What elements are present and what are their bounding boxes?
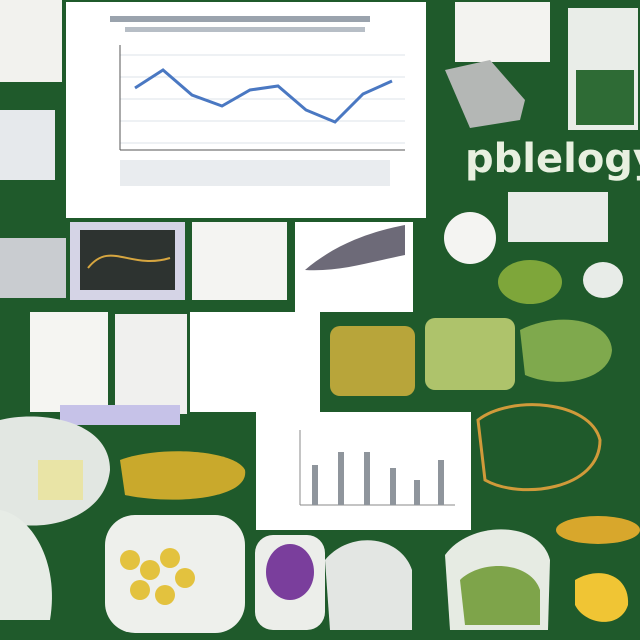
bar — [338, 452, 344, 505]
paper — [192, 222, 287, 300]
bar — [414, 480, 420, 505]
seed — [575, 573, 629, 622]
bar — [438, 460, 444, 505]
circle-diagram — [444, 212, 496, 264]
cell — [130, 580, 150, 600]
title-bar — [110, 16, 370, 22]
sketch — [0, 110, 55, 180]
leaf-drawing — [325, 540, 412, 630]
leaf-fill — [460, 566, 540, 625]
sketch — [0, 238, 66, 298]
device-screen — [576, 70, 634, 125]
leaf-shape — [498, 260, 562, 304]
cell — [160, 548, 180, 568]
flower — [583, 262, 623, 298]
leaf-drawing — [0, 510, 52, 620]
plot-shape — [305, 225, 405, 271]
curve — [87, 254, 171, 269]
paper — [455, 2, 550, 62]
leaf-shape — [520, 319, 612, 382]
text-panel — [508, 192, 608, 242]
line-chart-card — [66, 2, 426, 218]
organ-shape — [120, 451, 246, 500]
bar — [364, 452, 370, 505]
card — [256, 412, 471, 530]
paper — [30, 312, 108, 412]
cell-shape — [330, 326, 415, 396]
cell-diagram — [105, 515, 245, 633]
cell-shape — [425, 318, 515, 390]
fossil — [445, 60, 525, 128]
cell — [120, 550, 140, 570]
line-drawing — [476, 403, 602, 492]
heading: pblelogy — [465, 136, 640, 182]
cell-cluster — [120, 548, 195, 605]
paper — [0, 0, 62, 82]
paper — [115, 314, 187, 414]
table-card — [190, 312, 320, 412]
bar — [390, 468, 396, 505]
line — [134, 68, 393, 124]
paper-band — [60, 405, 180, 425]
specimen — [266, 544, 314, 600]
bar — [312, 465, 318, 505]
seed — [556, 516, 640, 544]
cell — [155, 585, 175, 605]
bar-chart-card — [256, 412, 471, 530]
subtitle-bar — [125, 27, 365, 32]
cell-part — [38, 460, 83, 500]
cell — [140, 560, 160, 580]
cell — [175, 568, 195, 588]
x-labels — [120, 160, 390, 186]
